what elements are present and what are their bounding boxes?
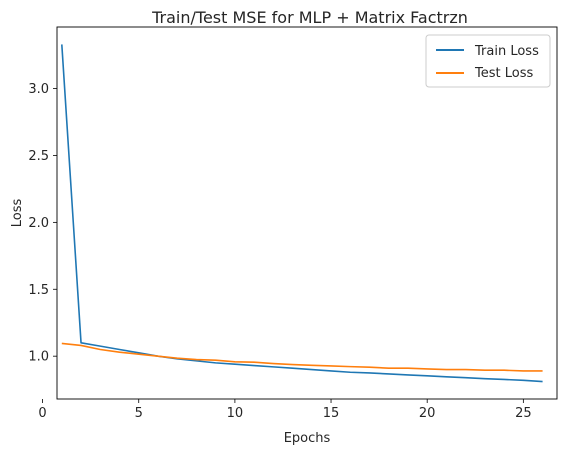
x-axis-label: Epochs xyxy=(284,431,331,446)
plot-area xyxy=(56,26,558,400)
x-tick-label: 25 xyxy=(515,406,532,421)
legend-label-test: Test Loss xyxy=(474,66,533,81)
y-axis: 1.0 1.5 2.0 2.5 3.0 xyxy=(28,82,57,365)
y-tick-label: 1.0 xyxy=(28,350,49,365)
x-tick-label: 15 xyxy=(323,406,340,421)
chart-title: Train/Test MSE for MLP + Matrix Factrzn xyxy=(151,8,468,27)
y-tick-label: 1.5 xyxy=(28,283,49,298)
legend-label-train: Train Loss xyxy=(474,44,539,59)
y-axis-label: Loss xyxy=(10,199,25,228)
series-line-train-loss xyxy=(61,44,543,383)
legend: Train Loss Test Loss xyxy=(425,34,551,88)
series-lines xyxy=(61,44,543,383)
y-tick-label: 2.5 xyxy=(28,149,49,164)
x-tick-label: 0 xyxy=(38,406,46,421)
y-tick-label: 3.0 xyxy=(28,82,49,97)
x-tick-label: 10 xyxy=(227,406,244,421)
x-tick-label: 20 xyxy=(419,406,436,421)
y-tick-label: 2.0 xyxy=(28,216,49,231)
x-axis: 0 5 10 15 20 25 xyxy=(38,399,532,421)
x-tick-label: 5 xyxy=(135,406,143,421)
series-line-test-loss xyxy=(61,342,543,372)
